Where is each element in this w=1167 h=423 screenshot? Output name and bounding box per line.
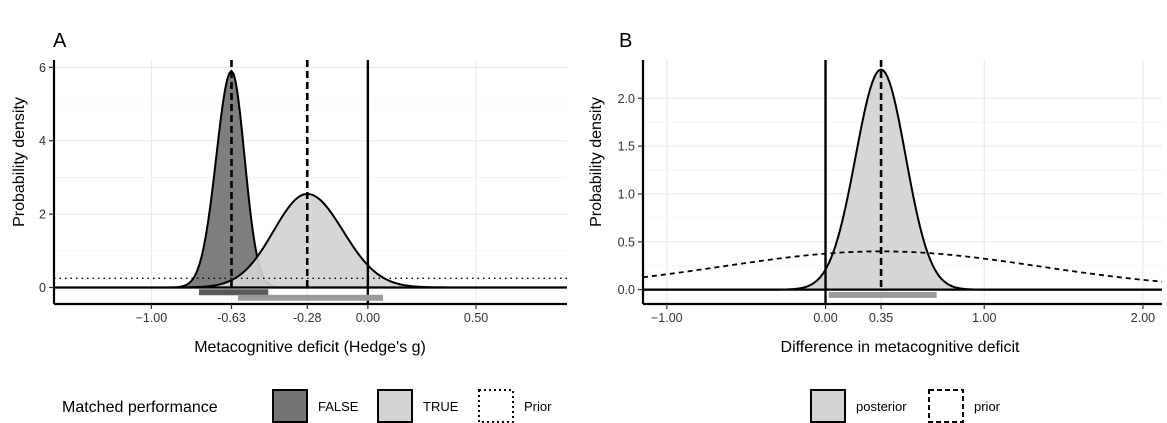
- panel-b-x-ticks: −1.00 0.00 0.35 1.00 2.00: [651, 304, 1155, 325]
- panel-b-y-axis-label: Probability density: [588, 97, 605, 227]
- panel-b-legend: posterior prior: [810, 389, 1001, 423]
- x-tick-label: -0.63: [217, 311, 246, 325]
- legend-key-prior-b: [928, 389, 964, 423]
- panel-a-reference-lines: [230, 60, 370, 304]
- panel-a-y-axis-label: Probability density: [11, 97, 28, 227]
- y-tick-label: 2.0: [618, 92, 635, 106]
- x-tick-label: 1.00: [972, 311, 996, 325]
- y-tick-label: 1.5: [618, 140, 635, 154]
- y-tick-label: 0: [39, 281, 46, 295]
- x-tick-label: -0.28: [293, 311, 322, 325]
- panel-a-axes: [52, 60, 567, 306]
- panel-a-label: A: [53, 30, 67, 52]
- x-tick-label: −1.00: [651, 311, 683, 325]
- legend-label-prior-b: prior: [974, 399, 1001, 414]
- legend-label-posterior: posterior: [856, 399, 907, 414]
- series-true-area: [54, 193, 567, 288]
- panel-b-axes: [641, 60, 1162, 306]
- x-tick-label: 0.00: [356, 311, 380, 325]
- x-tick-label: 2.00: [1131, 311, 1155, 325]
- x-tick-label: −1.00: [136, 311, 168, 325]
- panel-b-y-ticks: 0.0 0.5 1.0 1.5 2.0: [618, 92, 643, 297]
- y-tick-label: 0.0: [618, 283, 635, 297]
- panel-b-x-axis-label: Difference in metacognitive deficit: [781, 339, 1020, 356]
- legend-key-true: [377, 389, 413, 423]
- y-tick-label: 0.5: [618, 235, 635, 249]
- x-tick-label: 0.50: [464, 311, 488, 325]
- panel-b-intervals: [828, 291, 937, 298]
- series-posterior-area: [643, 69, 1162, 290]
- panel-a-y-ticks: 0 2 4 6: [39, 61, 54, 295]
- legend-label-true: TRUE: [423, 399, 459, 414]
- interval-bar-true: [237, 294, 384, 301]
- y-tick-label: 6: [39, 61, 46, 75]
- panel-b-label: B: [619, 30, 632, 52]
- panel-a: A −1.00 -0.63 -0.28 0.00 0.50 0 2 4 6 Metacogni…: [11, 30, 567, 423]
- panel-a-x-axis-label: Metacognitive deficit (Hedge's g): [194, 339, 426, 356]
- panel-a-x-ticks: −1.00 -0.63 -0.28 0.00 0.50: [136, 304, 488, 325]
- y-tick-label: 1.0: [618, 187, 635, 201]
- interval-bar-posterior: [828, 291, 937, 298]
- panel-a-legend-title: Matched performance: [62, 399, 218, 416]
- series-prior-line: [642, 250, 1163, 283]
- x-tick-label: 0.00: [813, 311, 837, 325]
- y-tick-label: 4: [39, 134, 46, 148]
- legend-key-false: [272, 389, 308, 423]
- panel-b: B −1.00 0.00 0.35 1.00 2.00 0.00.51.01.52.0 …: [588, 30, 1163, 423]
- panel-a-intervals: [199, 289, 384, 301]
- x-tick-label: 0.35: [869, 311, 893, 325]
- legend-label-prior: Prior: [524, 399, 552, 414]
- panel-b-curves: [642, 68, 1163, 291]
- legend-key-posterior: [810, 389, 846, 423]
- y-tick-label: 2: [39, 208, 46, 222]
- panel-a-curves: [54, 69, 567, 289]
- interval-bar-false: [199, 289, 269, 296]
- legend-label-false: FALSE: [318, 399, 359, 414]
- panel-a-legend: Matched performance FALSE TRUE Prior: [62, 389, 552, 423]
- legend-key-prior: [478, 389, 514, 423]
- panel-b-reference-lines: [824, 60, 883, 304]
